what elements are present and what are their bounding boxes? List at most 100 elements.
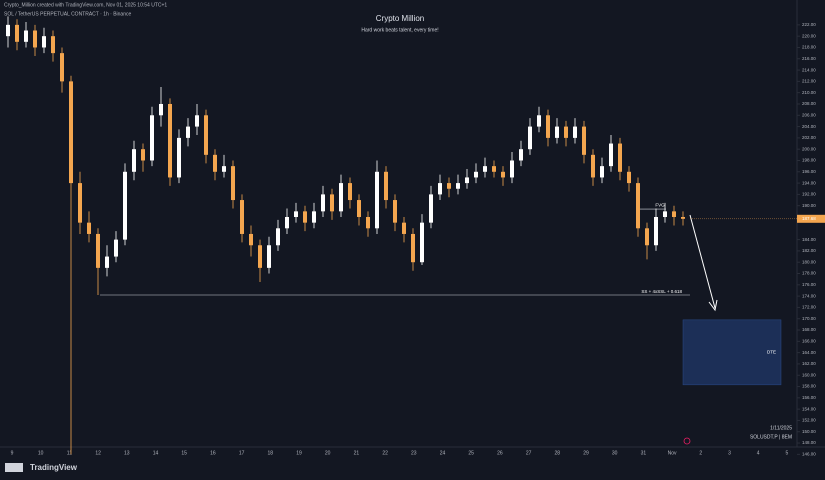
candle-body [330,194,334,212]
x-tick-label: 18 [268,450,274,456]
y-tick-label: 206.00 [802,112,816,117]
candle-body [42,36,46,48]
last-price-tag [797,214,825,223]
y-tick-label: 164.00 [802,350,816,355]
candle-body [501,171,505,178]
x-tick-label: 30 [612,450,618,456]
x-tick-label: 15 [181,450,187,456]
candle-body [627,171,631,184]
candle-body [96,233,100,268]
x-tick-label: 31 [641,450,647,456]
alert-icon[interactable] [683,437,691,445]
candle-body [672,211,676,218]
y-tick-label: 194.00 [802,180,816,185]
y-tick-label: 156.00 [802,395,816,400]
candle-body [222,166,226,172]
y-tick-label: 220.00 [802,33,816,38]
x-tick-label: 27 [526,450,532,456]
x-tick-label: 12 [95,450,101,456]
y-tick-label: 146.00 [802,452,816,457]
candle-body [537,115,541,127]
candle-body [600,166,604,178]
candle-body [591,154,595,178]
x-tick-label: 2 [699,450,702,456]
candle-body [51,36,55,54]
candle-body [636,183,640,229]
y-tick-label: 178.00 [802,271,816,276]
candle-body [285,217,289,229]
y-tick-label: 214.00 [802,67,816,72]
y-tick-label: 176.00 [802,282,816,287]
x-tick-label: 9 [11,450,14,456]
candle-body [60,53,64,82]
candle-body [231,166,235,201]
y-tick-label: 222.00 [802,22,816,27]
x-tick-label: 20 [325,450,331,456]
candle-body [141,149,145,161]
candle-body [69,81,73,184]
candle-body [447,183,451,189]
y-tick-label: 202.00 [802,135,816,140]
fvg-label: FVG [655,202,665,207]
candle-body [114,239,118,257]
y-tick-label: 152.00 [802,418,816,423]
target-zone-label: DTE [767,350,776,355]
candle-body [195,115,199,127]
candle-body [258,245,262,268]
candle-body [429,194,433,223]
candle-body [384,171,388,201]
x-tick-label: 25 [468,450,474,456]
candle-body [546,115,550,138]
candle-body [402,222,406,234]
candle-body [6,24,10,37]
y-tick-label: 212.00 [802,79,816,84]
candle-body [24,30,28,42]
candle-body [87,222,91,234]
x-tick-label: 19 [296,450,302,456]
last-price-label: 187.68 [802,216,816,221]
candle-body [150,115,154,161]
brand: TradingView [30,463,78,472]
candle-body [186,126,190,138]
candle-body [204,115,208,155]
candle-body [267,245,271,268]
y-tick-label: 204.00 [802,124,816,129]
candle-body [321,194,325,212]
x-tick-label: 29 [583,450,589,456]
candle-body [33,30,37,48]
candle-body [654,217,658,246]
x-tick-label: 17 [239,450,245,456]
candle-body [78,183,82,223]
x-tick-label: 5 [786,450,789,456]
candle-body [123,171,127,240]
candle-body [276,228,280,246]
x-tick-label: 28 [555,450,561,456]
candle-body [492,166,496,172]
candle-body [15,24,19,42]
candle-body [375,171,379,229]
candle-body [528,126,532,150]
author-line: Crypto_Million created with TradingView.… [4,2,167,8]
candle-body [663,211,667,218]
y-tick-label: 168.00 [802,327,816,332]
candle-body [618,143,622,172]
y-tick-label: 184.00 [802,237,816,242]
y-tick-label: 154.00 [802,406,816,411]
x-tick-label: 10 [38,450,44,456]
y-tick-label: 210.00 [802,90,816,95]
x-tick-label: 21 [354,450,360,456]
y-tick-label: 200.00 [802,146,816,151]
candle-body [393,200,397,223]
y-tick-label: 180.00 [802,259,816,264]
candle-body [555,126,559,138]
level-label: SS + 4xSSL + 0.618 [641,289,682,294]
y-tick-label: 148.00 [802,440,816,445]
y-tick-label: 208.00 [802,101,816,106]
chart-title: Crypto Million [376,14,424,23]
footer-symbol: SOLUSDT.P | 8EM [750,434,792,440]
y-tick-label: 218.00 [802,45,816,50]
candle-body [681,217,685,219]
x-tick-label: 3 [728,450,731,456]
candle-body [357,200,361,218]
